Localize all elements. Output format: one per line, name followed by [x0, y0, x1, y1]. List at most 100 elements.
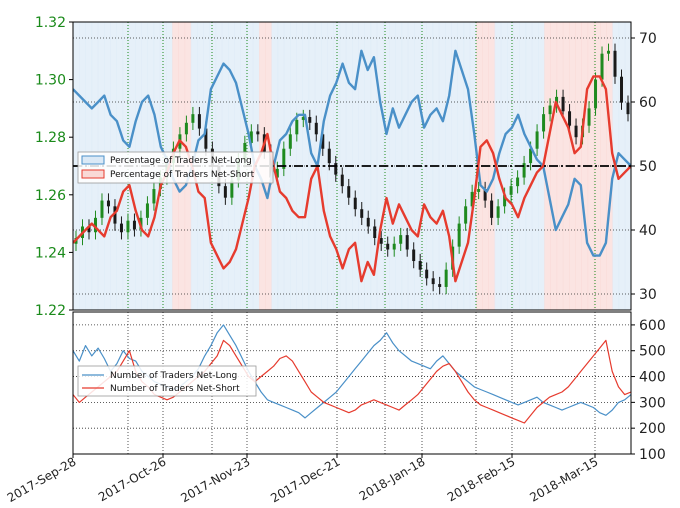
- candle-down: [568, 111, 572, 126]
- candle-up: [542, 114, 546, 132]
- bottom-legend-long-label: Number of Traders Net-Long: [110, 371, 237, 381]
- bottom-panel-frame: [72, 311, 632, 455]
- percent-tick-label: 40: [639, 223, 657, 239]
- candle-up: [444, 269, 448, 287]
- candle-up: [288, 134, 292, 149]
- candle-up: [464, 206, 468, 224]
- candle-down: [366, 217, 370, 227]
- candle-up: [230, 180, 234, 198]
- candle-down: [379, 238, 383, 244]
- candle-down: [438, 284, 442, 287]
- net-long-shade: [407, 22, 415, 310]
- net-short-shade: [593, 22, 601, 310]
- candle-down: [418, 261, 422, 270]
- candle-down: [412, 249, 416, 262]
- net-long-shade: [426, 22, 434, 310]
- candle-down: [613, 50, 617, 77]
- candle-up: [503, 194, 507, 207]
- price-tick-label: 1.32: [35, 15, 66, 31]
- candle-up: [399, 235, 403, 244]
- candle-down: [490, 200, 494, 218]
- price-tick-label: 1.22: [35, 303, 66, 319]
- candle-down: [113, 206, 117, 224]
- candle-up: [282, 148, 286, 169]
- candle-up: [145, 203, 149, 218]
- candle-down: [561, 96, 565, 112]
- candle-down: [314, 122, 318, 135]
- count-tick-label: 200: [639, 421, 666, 437]
- candle-down: [256, 131, 260, 135]
- candle-down: [132, 220, 136, 230]
- net-long-shade: [283, 22, 291, 310]
- percent-tick-label: 50: [639, 159, 657, 175]
- candle-up: [457, 223, 461, 247]
- candle-down: [373, 226, 377, 238]
- candle-up: [392, 243, 396, 250]
- count-axis: 100 200 300 400 500 600: [631, 318, 666, 463]
- candle-up: [152, 189, 156, 204]
- date-axis: 2017-Sep-28 2017-Oct-26 2017-Nov-23 2017-De…: [5, 454, 601, 505]
- percent-tick-label: 30: [639, 287, 657, 303]
- price-axis: 1.22 1.24 1.26 1.28 1.30 1.32: [35, 15, 73, 319]
- candle-down: [87, 226, 91, 233]
- candle-down: [223, 186, 227, 198]
- candle-up: [496, 206, 500, 218]
- candle-up: [516, 177, 520, 187]
- net-long-shade: [624, 22, 631, 310]
- candle-up: [275, 168, 279, 178]
- bottom-legend-box: [77, 365, 257, 397]
- count-tick-label: 400: [639, 370, 666, 386]
- net-long-shade: [469, 22, 477, 310]
- candle-down: [308, 117, 312, 123]
- candle-up: [509, 186, 513, 195]
- candle-up: [470, 191, 474, 207]
- candle-up: [301, 117, 305, 120]
- date-tick-label: 2017-Oct-26: [96, 454, 168, 504]
- candle-down: [483, 189, 487, 201]
- candle-up: [529, 148, 533, 164]
- candle-up: [535, 131, 539, 149]
- candle-up: [249, 131, 253, 143]
- candle-up: [522, 163, 526, 178]
- price-tick-label: 1.26: [35, 188, 66, 204]
- top-legend-box: [77, 151, 274, 184]
- net-short-shade: [488, 22, 496, 310]
- candle-down: [405, 235, 409, 250]
- candle-up: [184, 122, 188, 135]
- candle-down: [347, 186, 351, 198]
- candle-down: [626, 102, 630, 115]
- percent-tick-label: 60: [639, 95, 657, 111]
- long-swatch-icon: [81, 155, 105, 165]
- net-short-count-line: [73, 339, 631, 424]
- candle-down: [119, 223, 123, 233]
- candle-up: [594, 79, 598, 109]
- net-long-shade: [302, 22, 310, 310]
- candle-up: [477, 189, 481, 192]
- candle-up: [191, 114, 195, 123]
- candle-up: [587, 108, 591, 126]
- count-tick-label: 100: [639, 447, 666, 463]
- candle-down: [327, 148, 331, 164]
- date-tick-label: 2018-Mar-15: [527, 454, 600, 504]
- candle-down: [197, 114, 201, 129]
- candle-up: [126, 220, 130, 233]
- net-short-shade: [476, 22, 483, 310]
- price-tick-label: 1.24: [35, 245, 66, 261]
- count-tick-label: 600: [639, 318, 666, 334]
- short-swatch-icon: [81, 169, 105, 179]
- candle-down: [340, 174, 344, 187]
- percent-axis: 30 40 50 60 70: [631, 31, 657, 303]
- candle-down: [386, 243, 390, 250]
- date-tick-label: 2018-Feb-15: [445, 454, 518, 504]
- candle-up: [600, 53, 604, 80]
- candle-down: [425, 269, 429, 279]
- candle-up: [93, 217, 97, 233]
- date-tick-label: 2018-Jan-18: [357, 454, 428, 503]
- candle-down: [321, 134, 325, 149]
- net-short-shade: [606, 22, 613, 310]
- candle-up: [548, 105, 552, 115]
- candle-down: [620, 76, 624, 103]
- candle-down: [106, 200, 110, 207]
- price-candles: [74, 43, 630, 295]
- candle-down: [431, 278, 435, 285]
